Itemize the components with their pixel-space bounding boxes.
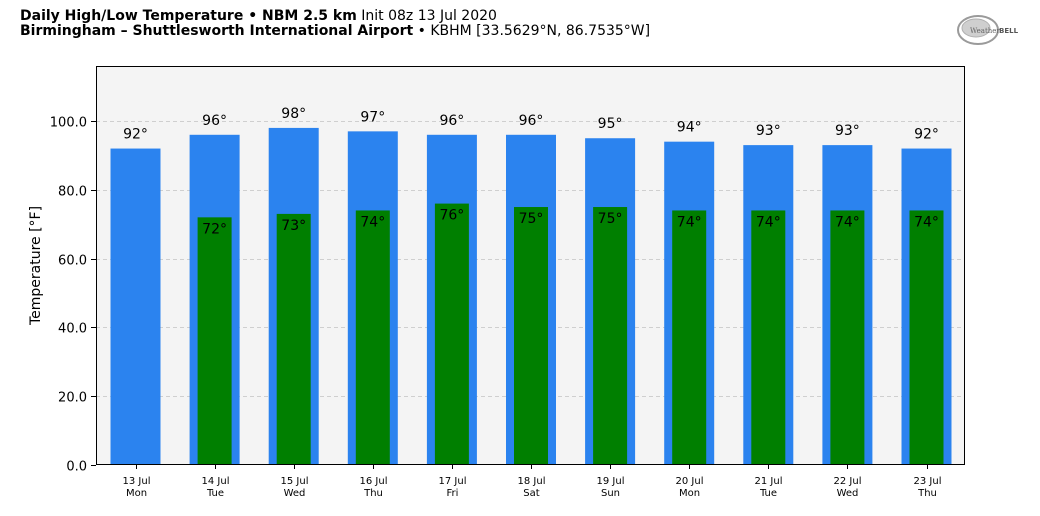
x-tick-label-date: 16 Jul bbox=[360, 476, 388, 487]
high-temp-label: 96° bbox=[519, 113, 544, 129]
logo-text-weather: Weather bbox=[970, 27, 1000, 35]
chart-title-block: Daily High/Low Temperature • NBM 2.5 km … bbox=[20, 9, 650, 39]
y-tick-label: 100.0 bbox=[50, 116, 87, 131]
high-temp-label: 95° bbox=[598, 116, 623, 132]
low-temp-label: 73° bbox=[281, 218, 306, 234]
x-tick-label-day: Mon bbox=[126, 488, 147, 499]
x-tick-label-date: 14 Jul bbox=[202, 476, 230, 487]
high-temp-label: 92° bbox=[123, 127, 148, 143]
x-tick-label-day: Tue bbox=[759, 488, 777, 499]
low-temp-bar bbox=[593, 207, 628, 465]
x-tick-label-date: 13 Jul bbox=[123, 476, 151, 487]
logo-text-bell: BELL bbox=[999, 27, 1019, 35]
title-line-1: Daily High/Low Temperature • NBM 2.5 km … bbox=[20, 9, 650, 24]
x-tick-label-date: 22 Jul bbox=[834, 476, 862, 487]
x-tick-label-day: Thu bbox=[917, 488, 937, 499]
high-temp-bar bbox=[110, 148, 161, 465]
x-tick-label-date: 20 Jul bbox=[676, 476, 704, 487]
x-tick-label-date: 17 Jul bbox=[439, 476, 467, 487]
low-temp-bar bbox=[751, 210, 786, 465]
title-station: • KBHM [33.5629°N, 86.7535°W] bbox=[417, 23, 651, 39]
low-temp-bar bbox=[355, 210, 390, 465]
high-temp-label: 96° bbox=[439, 113, 464, 129]
y-tick-label: 20.0 bbox=[58, 391, 87, 406]
title-line-2: Birmingham – Shuttlesworth International… bbox=[20, 24, 650, 39]
high-temp-label: 93° bbox=[835, 123, 860, 139]
y-tick-label: 0.0 bbox=[66, 460, 87, 475]
x-tick-label-date: 18 Jul bbox=[518, 476, 546, 487]
y-axis-label: Temperature [°F] bbox=[28, 206, 44, 326]
x-tick-label-date: 23 Jul bbox=[914, 476, 942, 487]
y-tick-label: 60.0 bbox=[58, 254, 87, 269]
low-temp-label: 74° bbox=[835, 214, 860, 230]
high-temp-label: 94° bbox=[677, 120, 702, 136]
x-tick-label-date: 21 Jul bbox=[755, 476, 783, 487]
plot-frame bbox=[96, 66, 965, 465]
low-temp-bar bbox=[434, 203, 469, 465]
bars bbox=[110, 127, 952, 466]
data-labels: 92° 96° 72° 98° 73° 97° 74° 96° 76° 96° 75° 95° 75° 9… bbox=[123, 106, 939, 237]
low-temp-label: 72° bbox=[202, 221, 227, 237]
high-temp-label: 93° bbox=[756, 123, 781, 139]
x-tick-label-day: Thu bbox=[363, 488, 383, 499]
low-temp-bar bbox=[276, 213, 311, 465]
low-temp-label: 75° bbox=[598, 211, 623, 227]
high-temp-label: 98° bbox=[281, 106, 306, 122]
low-temp-bar bbox=[197, 217, 232, 465]
x-tick-label-date: 19 Jul bbox=[597, 476, 625, 487]
x-tick-label-day: Wed bbox=[837, 488, 859, 499]
low-temp-bar bbox=[514, 207, 548, 465]
low-temp-label: 75° bbox=[519, 211, 544, 227]
low-temp-label: 74° bbox=[677, 214, 702, 230]
low-temp-bar bbox=[830, 210, 865, 465]
low-temp-label: 76° bbox=[439, 208, 464, 224]
x-tick-label-day: Sun bbox=[601, 488, 620, 499]
y-axis: 0.0 20.0 40.0 60.0 80.0 100.0 bbox=[50, 116, 96, 475]
title-product: Daily High/Low Temperature • NBM 2.5 km bbox=[20, 8, 357, 24]
x-tick-label-day: Mon bbox=[679, 488, 700, 499]
weatherbell-logo: Weather BELL bbox=[957, 15, 1019, 45]
x-tick-label-date: 15 Jul bbox=[281, 476, 309, 487]
low-temp-label: 74° bbox=[914, 214, 939, 230]
high-temp-label: 97° bbox=[360, 109, 385, 125]
title-location: Birmingham – Shuttlesworth International… bbox=[20, 23, 414, 39]
y-tick-label: 80.0 bbox=[58, 185, 87, 200]
high-temp-label: 92° bbox=[914, 127, 939, 143]
title-init-time: Init 08z 13 Jul 2020 bbox=[361, 8, 497, 24]
x-tick-label-day: Sat bbox=[523, 488, 539, 499]
x-tick-label-day: Fri bbox=[447, 488, 459, 499]
high-temp-label: 96° bbox=[202, 113, 227, 129]
low-temp-label: 74° bbox=[756, 214, 781, 230]
low-temp-bar bbox=[909, 210, 944, 465]
y-tick-label: 40.0 bbox=[58, 322, 87, 337]
low-temp-bar bbox=[672, 210, 707, 465]
x-tick-label-day: Tue bbox=[206, 488, 224, 499]
low-temp-label: 74° bbox=[360, 214, 385, 230]
x-tick-label-day: Wed bbox=[284, 488, 306, 499]
